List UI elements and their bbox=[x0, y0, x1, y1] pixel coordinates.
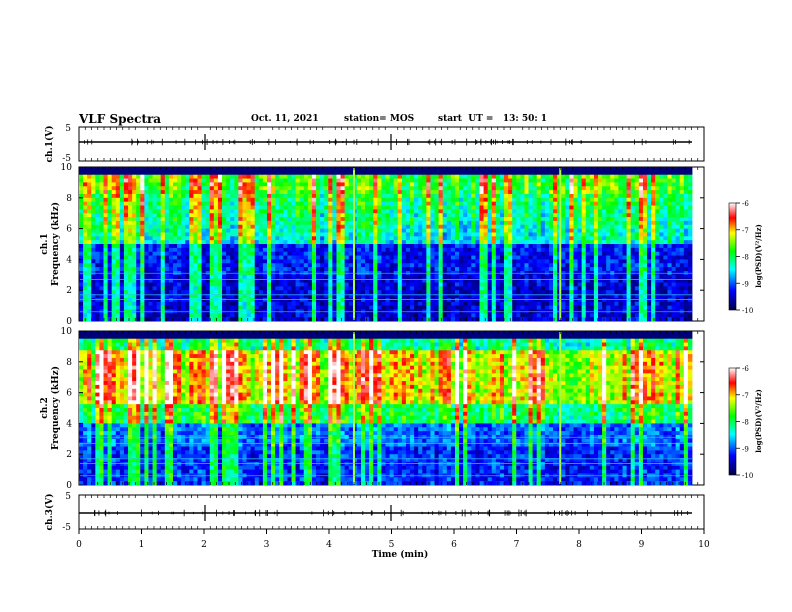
x-tick-label: 9 bbox=[639, 540, 645, 550]
freq-tick-label: 8 bbox=[66, 358, 72, 368]
x-tick-label: 10 bbox=[698, 540, 710, 550]
station-label: station= MOS bbox=[344, 114, 415, 124]
x-tick-label: 0 bbox=[76, 540, 82, 550]
colorbar-tick-label: -10 bbox=[742, 472, 753, 480]
colorbar-tick-label: -9 bbox=[742, 445, 749, 453]
ch3-ytick-top: 5 bbox=[65, 492, 71, 502]
colorbar-tick-label: -9 bbox=[742, 280, 749, 288]
freq-tick-label: 8 bbox=[66, 194, 72, 204]
x-tick-label: 2 bbox=[201, 540, 207, 550]
ch1-channel-label: ch.1 bbox=[40, 233, 50, 254]
freq-tick-label: 6 bbox=[66, 225, 72, 235]
ch2-spectrogram-panel: ch.2 Frequency (kHz) 0 2 4 6 8 10 bbox=[40, 327, 705, 491]
ch3-ytick-bottom: -5 bbox=[62, 523, 71, 533]
ch3-waveform-ylabel: ch.3(V) bbox=[44, 494, 55, 531]
ch1-ytick-bottom: -5 bbox=[62, 154, 71, 164]
colorbar-tick-label: -7 bbox=[742, 392, 749, 400]
colorbar-tick-label: -7 bbox=[742, 227, 749, 235]
freq-tick-label: 6 bbox=[66, 389, 72, 399]
freq-tick-label: 2 bbox=[66, 286, 72, 296]
colorbar-tick-label: -10 bbox=[742, 307, 753, 315]
ch1-spectrogram-image bbox=[79, 167, 693, 322]
ch2-channel-label: ch.2 bbox=[40, 397, 50, 418]
colorbar-tick-label: -6 bbox=[742, 365, 749, 373]
x-tick-label: 3 bbox=[264, 540, 270, 550]
time-axis-label: Time (min) bbox=[372, 549, 429, 560]
colorbar-tick-label: -8 bbox=[742, 254, 749, 262]
start-ut-label: start UT = 13: 50: 1 bbox=[438, 114, 548, 124]
ch1-waveform-spikes bbox=[84, 134, 690, 150]
ch3-waveform-panel: 5 -5 ch.3(V) bbox=[44, 492, 705, 533]
freq-tick-label: 4 bbox=[66, 419, 72, 429]
ch1-colorbar-ticks: -6 -7 -8 -9 -10 bbox=[736, 200, 753, 315]
freq-tick-label: 4 bbox=[66, 255, 72, 265]
freq-tick-label: 10 bbox=[61, 163, 73, 173]
freq-tick-label: 10 bbox=[61, 327, 73, 337]
x-tick-label: 4 bbox=[326, 540, 332, 550]
figure-title: VLF Spectra bbox=[79, 112, 162, 126]
ch1-waveform-ylabel: ch.1(V) bbox=[44, 126, 55, 163]
x-tick-label: 1 bbox=[139, 540, 145, 550]
ch2-freq-label: Frequency (kHz) bbox=[50, 366, 61, 450]
ch1-spectrogram-panel: ch.1 Frequency (kHz) 0 2 4 6 8 10 bbox=[40, 163, 705, 327]
x-tick-label: 7 bbox=[514, 540, 520, 550]
ch1-ytick-top: 5 bbox=[65, 124, 71, 134]
x-tick-label: 8 bbox=[576, 540, 582, 550]
colorbar-tick-label: -6 bbox=[742, 200, 749, 208]
ch1-waveform-panel: 5 -5 ch.1(V) bbox=[44, 124, 705, 164]
ch2-colorbar: -6 -7 -8 -9 -10 log(PSD)(V²/Hz) bbox=[728, 365, 763, 480]
ch2-spectrogram-image bbox=[79, 331, 693, 486]
colorbar-tick-label: -8 bbox=[742, 419, 749, 427]
x-tick-label: 5 bbox=[389, 540, 395, 550]
date-label: Oct. 11, 2021 bbox=[251, 114, 319, 124]
ch1-colorbar-label: log(PSD)(V²/Hz) bbox=[754, 224, 763, 288]
ch3-waveform-spikes bbox=[94, 505, 689, 521]
ch1-freq-label: Frequency (kHz) bbox=[50, 202, 61, 286]
freq-tick-label: 2 bbox=[66, 450, 72, 460]
ch1-yticks: 0 2 4 6 8 10 bbox=[61, 163, 704, 327]
ch1-colorbar: -6 -7 -8 -9 -10 log(PSD)(V²/Hz) bbox=[728, 200, 763, 315]
ch2-colorbar-ticks: -6 -7 -8 -9 -10 bbox=[736, 365, 753, 480]
x-tick-label: 6 bbox=[451, 540, 457, 550]
time-axis: 0 1 2 3 4 5 6 7 8 9 10 bbox=[76, 127, 710, 550]
ch2-colorbar-gradient bbox=[728, 367, 737, 476]
ch2-colorbar-label: log(PSD)(V²/Hz) bbox=[754, 389, 763, 453]
ch1-colorbar-gradient bbox=[728, 202, 737, 311]
freq-tick-label: 0 bbox=[66, 317, 72, 327]
freq-tick-label: 0 bbox=[66, 481, 72, 491]
ch2-yticks: 0 2 4 6 8 10 bbox=[61, 327, 704, 491]
